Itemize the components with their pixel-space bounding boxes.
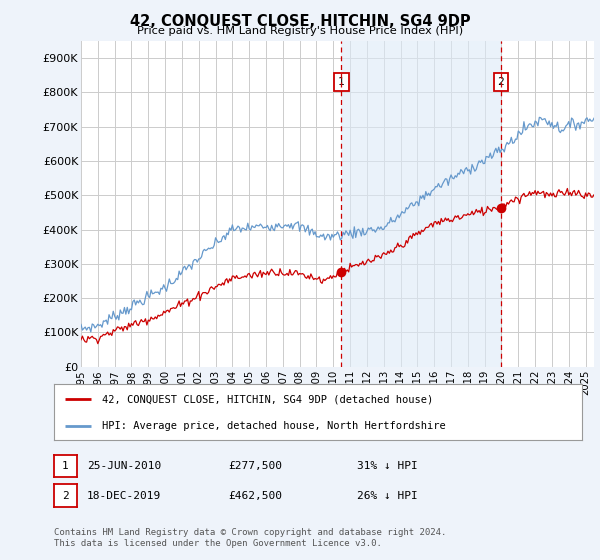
Text: £462,500: £462,500 xyxy=(228,491,282,501)
Text: Price paid vs. HM Land Registry's House Price Index (HPI): Price paid vs. HM Land Registry's House … xyxy=(137,26,463,36)
Text: 26% ↓ HPI: 26% ↓ HPI xyxy=(357,491,418,501)
Text: £277,500: £277,500 xyxy=(228,461,282,471)
Text: 25-JUN-2010: 25-JUN-2010 xyxy=(87,461,161,471)
Text: 31% ↓ HPI: 31% ↓ HPI xyxy=(357,461,418,471)
Text: HPI: Average price, detached house, North Hertfordshire: HPI: Average price, detached house, Nort… xyxy=(101,421,445,431)
Text: 1: 1 xyxy=(62,461,69,471)
Text: 2: 2 xyxy=(62,491,69,501)
Text: 42, CONQUEST CLOSE, HITCHIN, SG4 9DP (detached house): 42, CONQUEST CLOSE, HITCHIN, SG4 9DP (de… xyxy=(101,394,433,404)
Text: 18-DEC-2019: 18-DEC-2019 xyxy=(87,491,161,501)
Text: 2: 2 xyxy=(497,77,504,87)
Bar xyxy=(341,41,501,367)
Text: Contains HM Land Registry data © Crown copyright and database right 2024.
This d: Contains HM Land Registry data © Crown c… xyxy=(54,528,446,548)
Text: 42, CONQUEST CLOSE, HITCHIN, SG4 9DP: 42, CONQUEST CLOSE, HITCHIN, SG4 9DP xyxy=(130,14,470,29)
Text: 1: 1 xyxy=(338,77,345,87)
